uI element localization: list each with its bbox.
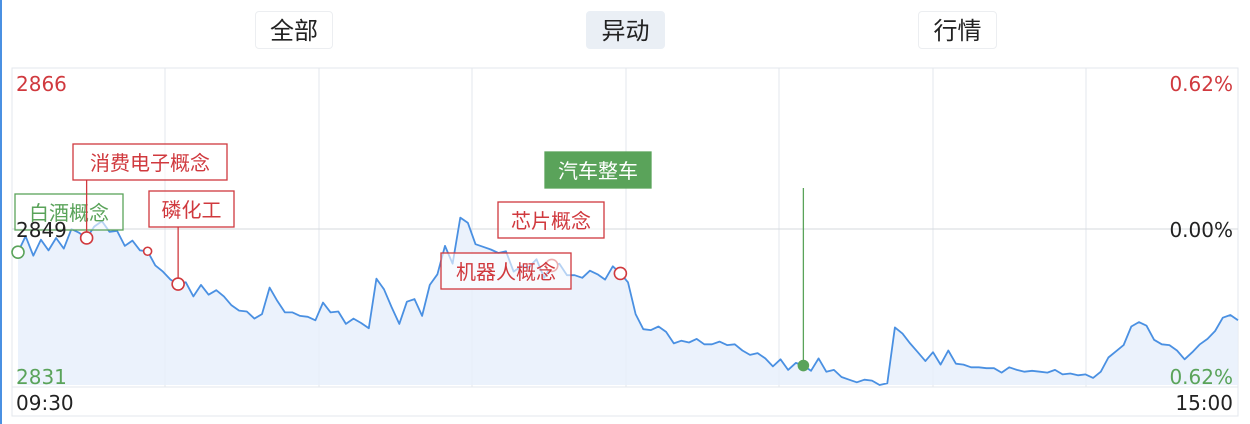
y-label-bottom: 2831: [16, 365, 67, 389]
annotation-0[interactable]: 白酒概念: [11, 193, 124, 259]
annotation-3[interactable]: 磷化工: [148, 190, 235, 291]
pct-label-bottom: 0.62%: [1169, 365, 1233, 389]
tab-quotes[interactable]: 行情: [918, 11, 997, 49]
annotation-label: 机器人概念: [456, 260, 556, 284]
annotation-label: 白酒概念: [29, 201, 109, 225]
annotation-label: 消费电子概念: [90, 151, 210, 175]
annotation-5[interactable]: 芯片概念: [497, 201, 605, 239]
y-label-base: 2849: [16, 218, 67, 242]
y-label-top: 2866: [16, 72, 67, 96]
annotation-marker: [11, 245, 25, 259]
annotation-box: [440, 252, 572, 290]
annotation-2[interactable]: [142, 246, 153, 257]
annotation-box: [148, 190, 235, 228]
pct-label-top: 0.62%: [1169, 72, 1233, 96]
annotation-label: 磷化工: [162, 198, 222, 222]
tab-anomaly[interactable]: 异动: [586, 11, 665, 49]
annotation-marker: [79, 231, 94, 245]
tab-all[interactable]: 全部: [255, 11, 333, 49]
annotation-box: [72, 143, 228, 181]
annotation-label: 芯片概念: [511, 209, 591, 233]
chart-frame: [11, 67, 1239, 417]
annotation-box: [497, 201, 605, 239]
annotation-box: [14, 193, 124, 231]
annotation-marker: [613, 266, 628, 281]
annotation-marker: [797, 359, 810, 372]
window-left-edge: [0, 0, 2, 424]
tab-bar: 全部 异动 行情: [0, 0, 1250, 60]
x-label-end: 15:00: [1175, 391, 1233, 415]
price-area: [18, 217, 1238, 385]
price-line: [17, 216, 1239, 386]
annotation-7[interactable]: 汽车整车: [544, 151, 810, 372]
annotation-label: 汽车整车: [558, 159, 638, 183]
annotation-box: [544, 151, 652, 189]
annotation-6[interactable]: 机器人概念: [440, 252, 628, 290]
annotation-1[interactable]: 消费电子概念: [72, 143, 228, 245]
annotation-marker: [171, 277, 185, 291]
x-label-start: 09:30: [16, 391, 74, 415]
pct-label-base: 0.00%: [1169, 218, 1233, 242]
annotation-marker: [142, 246, 153, 257]
